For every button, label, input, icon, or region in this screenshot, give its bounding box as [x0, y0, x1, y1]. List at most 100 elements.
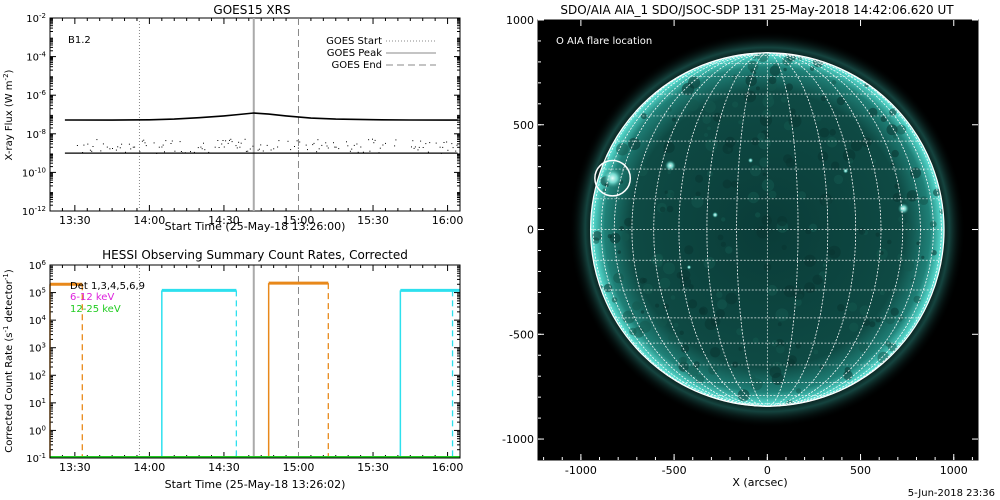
goes-short-channel-point: [326, 145, 328, 147]
aia-texture-blob: [715, 309, 725, 319]
aia-texture-blob: [933, 188, 941, 197]
aia-texture-blob: [781, 244, 787, 250]
aia-texture-blob: [829, 249, 836, 256]
aia-texture-blob: [921, 255, 925, 259]
aia-texture-blob: [859, 305, 871, 317]
aia-texture-blob: [910, 278, 915, 283]
goes-short-channel-point: [115, 149, 117, 151]
hessi-legend-6-12kev: 6-12 keV: [70, 292, 114, 303]
aia-texture-blob: [898, 215, 905, 223]
aia-texture-blob: [613, 272, 624, 284]
goes-short-channel-point: [305, 144, 307, 146]
hessi-y-label-exp1: -1: [2, 326, 10, 333]
aia-texture-blob: [829, 129, 836, 136]
aia-title: SDO/AIA AIA_1 SDO/JSOC-SDP 131 25-May-20…: [560, 3, 954, 17]
aia-texture-blob: [679, 330, 684, 335]
aia-texture-blob: [796, 388, 802, 394]
aia-texture-blob: [752, 337, 759, 344]
hessi-ytick-label-7-base: 10: [26, 454, 39, 465]
goes-ytick-label-1-base: 10: [26, 53, 39, 64]
goes-short-channel-point: [218, 147, 220, 148]
goes-short-channel-point: [277, 146, 279, 148]
hessi-ytick-label-0: 106: [29, 259, 47, 272]
hessi-ytick-label-4-base: 10: [29, 371, 42, 382]
aia-texture-blob: [871, 159, 877, 164]
hessi-event-markers: [138, 265, 299, 458]
hessi-ytick-label-2: 104: [29, 314, 47, 327]
aia-texture-blob: [640, 310, 645, 314]
aia-grid-longitude: [653, 52, 882, 407]
aia-texture-blob: [639, 277, 646, 284]
goes-ytick-label-1: 10-4: [26, 51, 46, 64]
goes-short-channel-point: [125, 151, 126, 153]
goes-short-channel-point: [439, 146, 441, 148]
goes-short-channel-point: [156, 153, 158, 154]
aia-texture-blob: [747, 191, 760, 204]
aia-bright-region-5: [843, 168, 849, 174]
goes-short-channel-point: [299, 141, 301, 143]
goes-short-channel-point: [164, 151, 165, 153]
aia-texture-blob: [785, 83, 793, 91]
goes-short-channel-point: [143, 139, 145, 141]
goes-short-channel-point: [162, 144, 164, 146]
aia-texture-blob: [672, 117, 676, 122]
aia-texture-blob: [695, 191, 701, 197]
aia-texture-blob: [863, 319, 870, 326]
goes-short-channel-point: [385, 142, 386, 144]
goes-ytick-label-4-exp: -10: [35, 166, 46, 174]
aia-bright-region-3: [747, 157, 754, 163]
aia-texture-blob: [890, 307, 899, 316]
goes-short-channel-point: [231, 141, 233, 143]
goes-short-channel-point: [145, 145, 147, 147]
aia-texture-blob: [869, 321, 876, 328]
aia-texture-blob: [616, 142, 629, 156]
aia-texture-blob: [776, 344, 785, 354]
goes-short-channel-point: [87, 143, 89, 145]
aia-panel: SDO/AIA AIA_1 SDO/JSOC-SDP 131 25-May-20…: [502, 3, 995, 499]
aia-texture-blob: [803, 254, 817, 267]
aia-xtick-label-2: 0: [764, 464, 771, 477]
aia-texture-blob: [831, 161, 840, 170]
goes-short-channel-point: [161, 146, 163, 148]
goes-short-channel-point: [82, 152, 84, 153]
goes-xtick-label-2: 14:30: [208, 214, 240, 227]
goes-plot-frame: [49, 17, 461, 212]
aia-texture-blob: [842, 149, 856, 162]
goes-short-channel-point: [130, 148, 132, 150]
aia-texture-blob: [722, 179, 732, 189]
aia-texture-blob: [804, 282, 815, 293]
aia-texture-blob: [775, 308, 789, 322]
goes-short-channel-point: [106, 146, 108, 148]
goes-short-channel-point: [121, 143, 123, 145]
goes-short-channel-point: [141, 140, 143, 142]
hessi-ytick-label-5-exp: 1: [42, 397, 46, 405]
goes-short-channel-point: [102, 143, 104, 145]
aia-texture-blob: [833, 174, 844, 185]
aia-texture-blob: [663, 303, 669, 310]
goes-short-channel-point: [235, 145, 237, 147]
goes-ytick-label-4-base: 10: [22, 168, 35, 179]
aia-grid-longitude: [600, 52, 934, 407]
aia-texture-blob: [849, 322, 859, 332]
goes-xtick-label-1: 14:00: [134, 214, 166, 227]
aia-xtick-label-4: 1000: [940, 464, 968, 477]
aia-texture-blob: [609, 232, 621, 244]
aia-texture-blob: [621, 233, 630, 241]
goes-legend-start-label: GOES Start: [326, 36, 382, 47]
goes-short-channel-point: [182, 152, 184, 154]
goes-short-channel-point: [257, 149, 259, 151]
footer-date: 5-Jun-2018 23:36: [908, 488, 995, 499]
goes-y-label-close: ): [4, 69, 15, 73]
aia-texture-blob: [903, 222, 912, 231]
hessi-title: HESSI Observing Summary Count Rates, Cor…: [102, 248, 408, 262]
goes-short-channel-point: [190, 151, 191, 153]
goes-short-channel-point: [258, 148, 260, 150]
goes-short-channel-point: [382, 144, 384, 146]
goes-short-channel-point: [249, 148, 251, 150]
aia-texture-blob: [592, 231, 602, 241]
aia-texture-blob: [826, 136, 838, 148]
goes-short-channel-point: [413, 147, 415, 149]
aia-texture-blob: [642, 283, 654, 295]
aia-texture-blob: [896, 124, 907, 135]
goes-short-channel-point: [204, 149, 206, 151]
